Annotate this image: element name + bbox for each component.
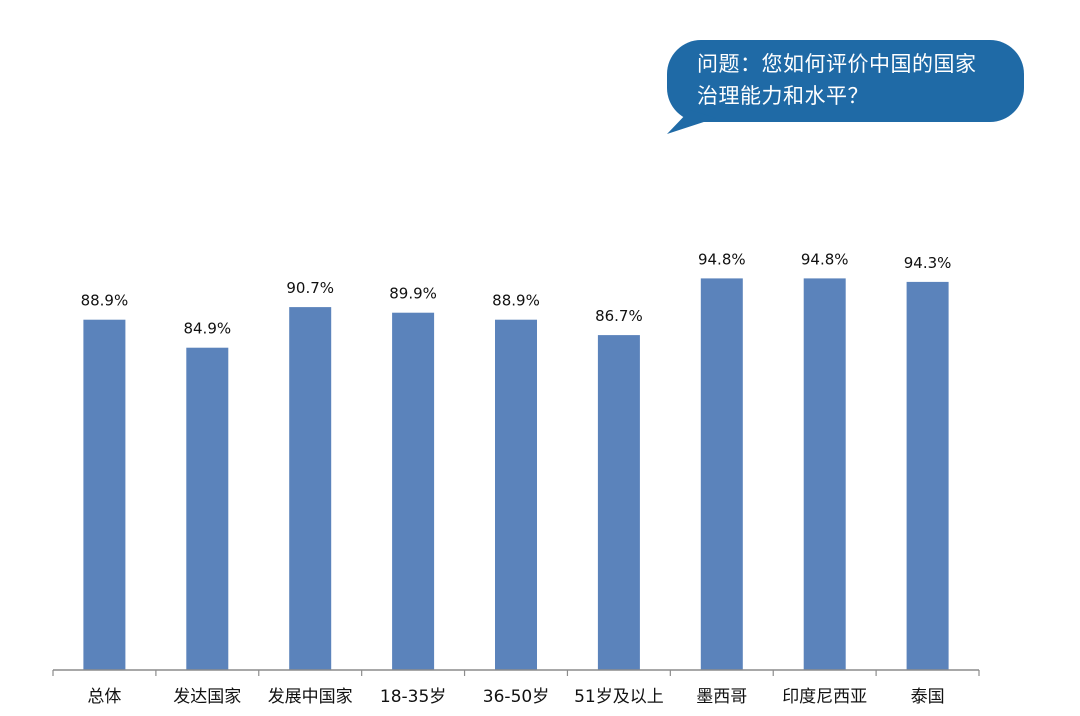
category-label: 18-35岁 [380,687,446,707]
category-label: 印度尼西亚 [782,687,867,707]
question-bubble [667,40,1024,134]
category-label: 泰国 [911,687,945,707]
bar [803,278,846,670]
data-label: 88.9% [81,292,129,310]
bar [83,319,126,670]
question-line-1: 问题：您如何评价中国的国家 [697,52,977,76]
question-line-2: 治理能力和水平？ [697,84,869,108]
bar [495,319,537,670]
bars-group [83,278,949,670]
category-label: 51岁及以上 [574,687,664,707]
data-label: 88.9% [492,292,540,310]
bar [700,278,743,670]
bar [289,307,332,670]
data-label: 90.7% [286,279,334,297]
question-bubble-tail [667,110,716,134]
category-label: 发达国家 [173,687,241,707]
category-label: 发展中国家 [268,687,353,707]
category-label: 墨西哥 [696,687,747,707]
category-label: 36-50岁 [483,687,549,707]
value-labels-group: 88.9% 84.9% 90.7% 89.9% 88.9% 86.7% 94.8% 94.8%… [81,250,952,337]
x-axis-ticks-group [52,670,980,676]
question-bubble-body [667,40,1024,122]
bar [392,312,435,670]
bar [906,281,949,670]
data-label: 94.8% [801,250,849,268]
data-label: 94.3% [904,254,952,272]
category-labels-group: 总体 发达国家 发展中国家 18-35岁 36-50岁 51岁及以上 墨西哥 印度尼西亚 泰国 [87,687,944,707]
bar [597,335,640,670]
bar [186,347,229,670]
data-label: 84.9% [183,320,231,338]
data-label: 86.7% [595,307,643,325]
data-label: 89.9% [389,285,437,303]
data-label: 94.8% [698,250,746,268]
question-text: 问题：您如何评价中国的国家 治理能力和水平？ [697,48,1017,112]
category-label: 总体 [87,687,121,707]
